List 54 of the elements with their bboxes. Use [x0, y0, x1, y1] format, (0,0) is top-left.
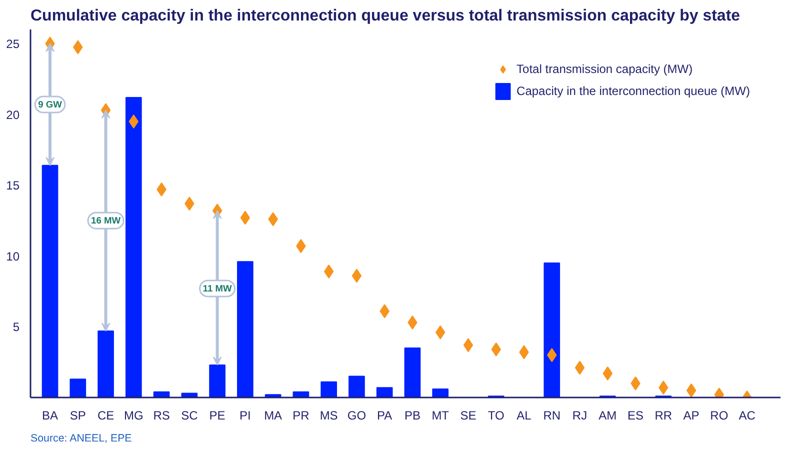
bar — [70, 378, 86, 398]
x-tick-label: SP — [70, 408, 86, 422]
y-tick-label: 25 — [6, 37, 20, 52]
point — [686, 383, 696, 398]
source-note: Source: ANEEL, EPE — [30, 432, 132, 444]
x-tick-label: CE — [97, 408, 114, 422]
x-tick-label: SC — [181, 408, 198, 422]
bar — [125, 96, 142, 398]
y-tick-label: 15 — [6, 178, 20, 193]
x-tick-label: MA — [264, 408, 282, 422]
x-tick-label: GO — [347, 408, 366, 422]
y-tick-label: 10 — [6, 249, 20, 264]
x-tick-label: SE — [460, 408, 476, 422]
x-tick-label: RS — [153, 408, 170, 422]
x-tick-label: TO — [488, 408, 504, 422]
x-tick-label: AP — [683, 408, 700, 422]
point — [463, 338, 474, 352]
x-tick-label: MG — [124, 408, 144, 422]
annotation: 11 MW — [202, 284, 232, 294]
x-tick-label: PE — [209, 408, 226, 422]
y-tick-label: 20 — [6, 108, 20, 122]
y-tick-label: 5 — [12, 320, 20, 334]
x-tick-label: PI — [240, 408, 251, 422]
x-tick-label: RR — [654, 408, 672, 422]
x-tick-label: PR — [292, 408, 310, 422]
x-tick-label: ES — [628, 408, 644, 422]
point — [240, 210, 250, 225]
point — [128, 114, 138, 128]
bar — [544, 262, 560, 398]
x-tick-label: AL — [516, 408, 532, 422]
x-tick-label: BA — [42, 408, 58, 422]
bar — [348, 376, 365, 398]
x-tick-label: RJ — [572, 408, 588, 422]
point — [574, 360, 585, 375]
annotation: 16 MW — [91, 216, 121, 226]
x-tick-label: AC — [738, 408, 756, 422]
bar — [237, 261, 254, 398]
bar — [320, 381, 337, 398]
bar — [376, 387, 393, 398]
chart-title: Cumulative capacity in the interconnection queue versus total transmission capacity by state — [30, 8, 740, 24]
bar — [432, 388, 449, 398]
bar — [404, 347, 421, 398]
legend-label: Total transmission capacity (MW) — [516, 62, 693, 76]
point — [352, 268, 362, 283]
x-tick-label: MT — [432, 408, 450, 422]
x-tick-label: MS — [320, 408, 338, 422]
x-tick-label: RN — [543, 408, 561, 422]
point — [324, 264, 334, 279]
x-tick-label: PB — [404, 408, 420, 422]
legend-label: Capacity in the interconnection queue (MW) — [516, 84, 750, 98]
x-tick-label: RO — [710, 408, 728, 422]
x-tick-label: PA — [377, 408, 392, 422]
x-tick-label: AM — [598, 408, 617, 422]
annotation: 9 GW — [38, 100, 62, 110]
